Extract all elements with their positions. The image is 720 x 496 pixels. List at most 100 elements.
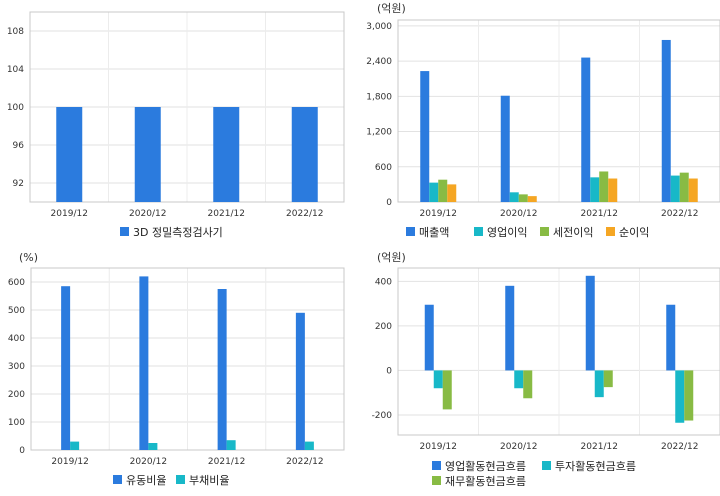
chart-cash-flow-svg: -200 0 200 400 2019/12 2020/12 2021/12 2022/12 (… <box>372 251 720 488</box>
legend-swatch <box>540 227 549 236</box>
bar-1-2-0 <box>438 179 448 202</box>
y-tick-label: 300 <box>8 362 25 372</box>
plot-area-frame <box>397 267 720 436</box>
legend-label: 3D 정밀측정검사기 <box>133 226 223 239</box>
chart-income-statement-svg: 0 600 1,200 1,800 2,400 3,000 2019/12 2020/12 20… <box>366 2 720 239</box>
x-tick-label: 2022/12 <box>286 209 323 219</box>
legend-swatch <box>474 227 483 236</box>
y-tick-label: 100 <box>7 103 24 113</box>
chart-product-mix: 92 96 100 104 108 2019/12 2020/12 2021/12 2022/1… <box>0 0 360 248</box>
x-tick-label: 2021/12 <box>581 209 618 219</box>
y-tick-label: 0 <box>386 198 392 208</box>
x-tick-label: 2020/12 <box>500 209 537 219</box>
legend-swatch <box>542 461 551 470</box>
x-tick-label: 2022/12 <box>661 209 698 219</box>
legend-swatch <box>176 475 185 484</box>
chart-product-mix-svg: 92 96 100 104 108 2019/12 2020/12 2021/12 2022/1… <box>7 11 345 239</box>
legend-label: 순이익 <box>619 226 649 239</box>
bar-1-2-2 <box>599 171 609 202</box>
y-tick-label: 500 <box>8 306 25 316</box>
legend-label: 영업활동현금흐름 <box>445 459 526 473</box>
bar-2-1-1 <box>148 443 158 450</box>
bar-1-0-1 <box>500 95 510 202</box>
bar-1-3-0 <box>447 184 457 202</box>
bar-1-0-2 <box>581 57 591 203</box>
y-tick-label: 104 <box>7 65 24 75</box>
x-tick-label: 2021/12 <box>208 209 245 219</box>
bar-2-0-1 <box>139 276 149 450</box>
unit-label: (억원) <box>377 2 406 15</box>
bar-0-0-3 <box>291 107 318 202</box>
y-tick-label: 2,400 <box>366 57 392 67</box>
bar-1-2-1 <box>518 194 528 202</box>
bar-2-0-2 <box>217 289 227 450</box>
y-tick-label: 1,800 <box>366 92 392 102</box>
bar-3-1-2 <box>594 370 604 398</box>
legend-label: 재무활동현금흐름 <box>445 474 526 488</box>
bar-2-1-3 <box>304 441 314 450</box>
bar-2-0-3 <box>295 312 305 450</box>
y-tick-label: 600 <box>8 278 25 288</box>
bar-3-0-0 <box>424 304 434 371</box>
bar-1-3-2 <box>608 178 618 202</box>
bar-3-2-2 <box>603 370 613 388</box>
y-tick-label: 96 <box>13 141 25 151</box>
x-tick-label: 2022/12 <box>286 457 323 467</box>
y-tick-label: 108 <box>7 27 24 37</box>
bar-1-3-1 <box>527 196 537 202</box>
bar-3-2-3 <box>684 370 694 421</box>
legend-label: 매출액 <box>419 226 449 239</box>
bar-1-1-0 <box>429 182 439 202</box>
legend-label: 영업이익 <box>487 226 527 239</box>
bar-3-2-1 <box>523 370 533 399</box>
legend-swatch <box>432 476 441 485</box>
bar-1-3-3 <box>688 178 698 202</box>
plot-area-frame <box>397 19 720 203</box>
legend-label: 세전이익 <box>553 226 593 239</box>
legend-label: 부채비율 <box>189 474 229 487</box>
bar-1-0-3 <box>661 39 671 202</box>
bar-3-0-3 <box>666 304 676 371</box>
bar-3-1-0 <box>433 370 443 389</box>
bar-3-1-3 <box>675 370 685 423</box>
y-tick-label: 400 <box>375 277 392 287</box>
x-tick-label: 2020/12 <box>130 457 167 467</box>
bar-1-2-3 <box>679 172 689 202</box>
unit-label: (억원) <box>377 251 406 264</box>
bar-3-0-2 <box>585 275 595 371</box>
y-tick-label: 100 <box>8 418 25 428</box>
bar-2-1-2 <box>226 440 236 450</box>
y-tick-label: 92 <box>13 179 24 189</box>
y-tick-label: 200 <box>8 390 25 400</box>
x-tick-label: 2021/12 <box>208 457 245 467</box>
x-tick-label: 2020/12 <box>500 442 537 452</box>
bar-2-1-0 <box>70 441 80 450</box>
unit-label: (%) <box>19 251 38 264</box>
bar-3-2-0 <box>442 370 452 410</box>
x-tick-label: 2021/12 <box>581 442 618 452</box>
bar-1-1-3 <box>670 175 680 202</box>
y-tick-label: 0 <box>386 366 392 376</box>
bar-3-0-1 <box>505 285 515 371</box>
x-tick-label: 2019/12 <box>51 209 88 219</box>
legend-swatch <box>113 475 122 484</box>
x-tick-label: 2019/12 <box>420 209 457 219</box>
bar-1-0-0 <box>420 71 430 202</box>
legend-swatch <box>120 227 129 236</box>
x-tick-label: 2019/12 <box>420 442 457 452</box>
chart-income-statement: 0 600 1,200 1,800 2,400 3,000 2019/12 2020/12 20… <box>360 0 720 248</box>
bar-0-0-0 <box>56 107 83 202</box>
bar-1-1-2 <box>590 177 600 202</box>
y-tick-label: 200 <box>375 322 392 332</box>
y-tick-label: -200 <box>372 411 393 421</box>
y-tick-label: 1,200 <box>366 128 392 138</box>
chart-cash-flow: -200 0 200 400 2019/12 2020/12 2021/12 2022/12 (… <box>360 248 720 496</box>
plot-area-frame <box>29 11 345 203</box>
y-tick-label: 400 <box>8 334 25 344</box>
bar-0-0-2 <box>213 107 240 202</box>
bar-1-1-1 <box>509 192 519 202</box>
legend-swatch <box>406 227 415 236</box>
plot-area-frame <box>30 267 345 451</box>
legend-swatch <box>432 461 441 470</box>
y-tick-label: 600 <box>375 163 392 173</box>
